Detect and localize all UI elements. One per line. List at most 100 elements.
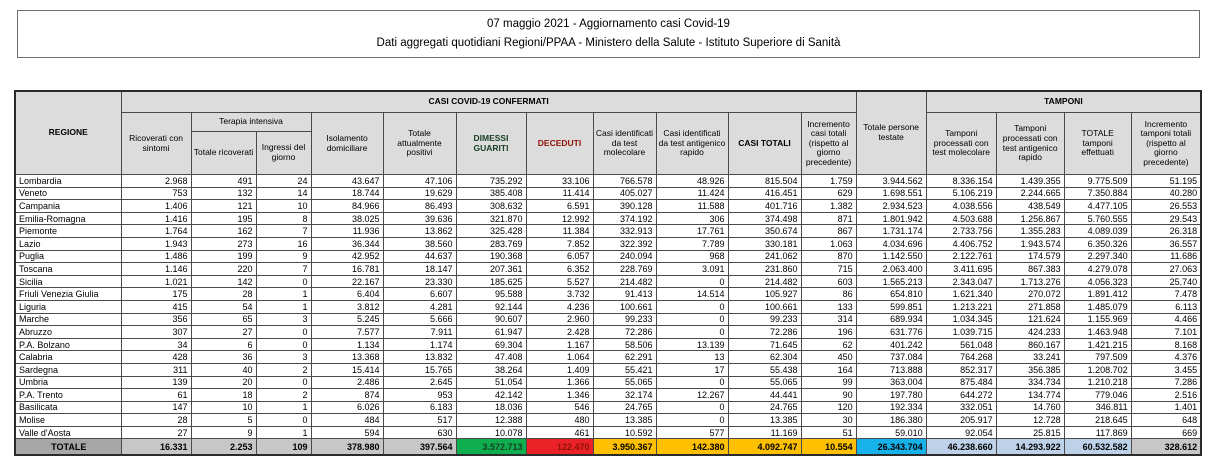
- value-cell: 461: [525, 425, 594, 440]
- value-cell: 6.113: [1130, 299, 1202, 314]
- value-cell: 4.406.752: [925, 236, 997, 251]
- value-cell: 968: [655, 249, 729, 264]
- region-name-cell: Calabria: [14, 350, 122, 364]
- value-cell: 195: [190, 211, 257, 226]
- value-cell: 1.409: [525, 362, 594, 377]
- value-cell: 1.891.412: [1063, 287, 1132, 301]
- value-cell: 599.851: [855, 299, 927, 314]
- region-name-cell: Marche: [14, 312, 122, 327]
- value-cell: 51: [800, 425, 857, 440]
- value-cell: 36: [190, 350, 257, 364]
- value-cell: 40: [190, 362, 257, 377]
- value-cell: 415: [120, 299, 192, 314]
- value-cell: 122.470: [525, 438, 594, 456]
- value-cell: 92.054: [925, 425, 997, 440]
- value-cell: 1.698.551: [855, 186, 927, 201]
- value-cell: 797.509: [1063, 350, 1132, 364]
- value-cell: 1.621.340: [925, 287, 997, 301]
- value-cell: 603: [800, 274, 857, 289]
- value-cell: 13.385: [727, 413, 802, 427]
- value-cell: 7.350.884: [1063, 186, 1132, 201]
- value-cell: 332.913: [592, 224, 657, 238]
- value-cell: 29.543: [1130, 211, 1202, 226]
- value-cell: 100.661: [592, 299, 657, 314]
- value-cell: 401.716: [727, 199, 802, 213]
- table-row: Umbria 139 20 0 2.486 2.645 51.054 1.366 55.065 0…: [14, 375, 1202, 390]
- value-cell: 644.272: [925, 388, 997, 402]
- value-cell: 12.267: [655, 388, 729, 402]
- value-cell: 9: [255, 249, 312, 264]
- value-cell: 27.063: [1130, 262, 1202, 276]
- value-cell: 2.516: [1130, 388, 1202, 402]
- value-cell: 3.812: [310, 299, 384, 314]
- value-cell: 2.244.665: [995, 186, 1065, 201]
- value-cell: 6: [190, 337, 257, 352]
- region-name-cell: Piemonte: [14, 224, 122, 238]
- value-cell: 16.331: [120, 438, 192, 456]
- value-cell: 766.578: [592, 174, 657, 188]
- value-cell: 577: [655, 425, 729, 440]
- value-cell: 7.286: [1130, 375, 1202, 390]
- value-cell: 14.760: [995, 400, 1065, 415]
- value-cell: 147: [120, 400, 192, 415]
- value-cell: 306: [655, 211, 729, 226]
- value-cell: 330.181: [727, 236, 802, 251]
- value-cell: 283.769: [455, 236, 527, 251]
- value-cell: 133: [800, 299, 857, 314]
- value-cell: 4.279.078: [1063, 262, 1132, 276]
- value-cell: 1.155.969: [1063, 312, 1132, 327]
- value-cell: 65: [190, 312, 257, 327]
- value-cell: 26.553: [1130, 199, 1202, 213]
- value-cell: 401.242: [855, 337, 927, 352]
- value-cell: 55.421: [592, 362, 657, 377]
- value-cell: 99.233: [727, 312, 802, 327]
- value-cell: 185.625: [455, 274, 527, 289]
- value-cell: 3.944.562: [855, 174, 927, 188]
- value-cell: 58.506: [592, 337, 657, 352]
- value-cell: 2: [255, 362, 312, 377]
- value-cell: 1.764: [120, 224, 192, 238]
- value-cell: 753: [120, 186, 192, 201]
- value-cell: 438.549: [995, 199, 1065, 213]
- value-cell: 5.527: [525, 274, 594, 289]
- column-header-ricoverati-sintomi: Ricoverati con sintomi: [120, 112, 192, 175]
- value-cell: 10.554: [800, 438, 857, 456]
- value-cell: 14.514: [655, 287, 729, 301]
- table-row: Emilia-Romagna 1.416 195 8 38.025 39.636 321.8…: [14, 211, 1202, 226]
- value-cell: 1.142.550: [855, 249, 927, 264]
- value-cell: 10: [255, 199, 312, 213]
- value-cell: 328.612: [1130, 438, 1202, 456]
- value-cell: 1.021: [120, 274, 192, 289]
- table-row: Liguria 415 54 1 3.812 4.281 92.144 4.236 100.66…: [14, 299, 1202, 314]
- value-cell: 197.780: [855, 388, 927, 402]
- value-cell: 0: [255, 413, 312, 427]
- value-cell: 5: [190, 413, 257, 427]
- value-cell: 6.352: [525, 262, 594, 276]
- value-cell: 629: [800, 186, 857, 201]
- value-cell: 218.645: [1063, 413, 1132, 427]
- region-name-cell: Toscana: [14, 262, 122, 276]
- value-cell: 4.236: [525, 299, 594, 314]
- value-cell: 0: [655, 299, 729, 314]
- value-cell: 0: [655, 274, 729, 289]
- value-cell: 59.010: [855, 425, 927, 440]
- value-cell: 90.607: [455, 312, 527, 327]
- value-cell: 62: [800, 337, 857, 352]
- value-cell: 27: [120, 425, 192, 440]
- value-cell: 32.174: [592, 388, 657, 402]
- value-cell: 109: [255, 438, 312, 456]
- value-cell: 55.438: [727, 362, 802, 377]
- value-cell: 192.334: [855, 400, 927, 415]
- value-cell: 90: [800, 388, 857, 402]
- value-cell: 214.482: [592, 274, 657, 289]
- table-row: Sicilia 1.021 142 0 22.167 23.330 185.625 5.527…: [14, 274, 1202, 289]
- value-cell: 100.661: [727, 299, 802, 314]
- value-cell: 0: [655, 400, 729, 415]
- value-cell: 356.385: [995, 362, 1065, 377]
- value-cell: 815.504: [727, 174, 802, 188]
- value-cell: 1.421.215: [1063, 337, 1132, 352]
- value-cell: 1.034.345: [925, 312, 997, 327]
- value-cell: 11.936: [310, 224, 384, 238]
- value-cell: 1.346: [525, 388, 594, 402]
- value-cell: 47.408: [455, 350, 527, 364]
